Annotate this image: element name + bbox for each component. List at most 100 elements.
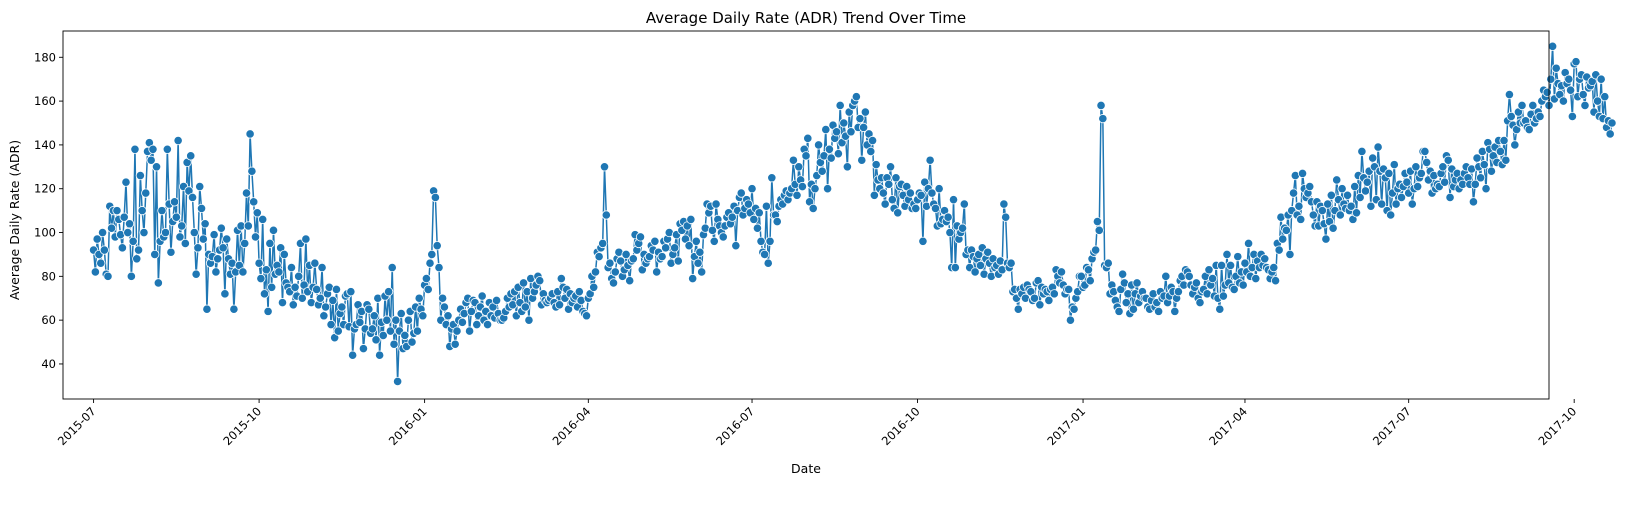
data-point: [686, 214, 696, 224]
data-point: [884, 179, 894, 189]
data-point: [317, 262, 327, 273]
data-point: [348, 350, 358, 360]
data-point: [887, 195, 897, 205]
data-point: [1056, 267, 1067, 277]
data-point: [1567, 111, 1577, 122]
data-point: [1305, 181, 1315, 192]
data-point: [1118, 269, 1128, 279]
data-point: [180, 238, 190, 249]
data-point: [813, 140, 824, 150]
data-point: [1592, 96, 1603, 106]
data-point: [1092, 216, 1103, 227]
data-point: [1551, 63, 1561, 73]
data-point: [268, 225, 279, 235]
data-point: [1029, 293, 1040, 303]
data-point: [831, 127, 842, 137]
data-point: [760, 249, 770, 260]
data-point: [153, 278, 163, 288]
data-point: [1191, 278, 1201, 288]
data-point: [1132, 278, 1142, 288]
data-point: [1438, 162, 1448, 172]
y-tick-label: 120: [34, 182, 56, 196]
y-tick-label: 160: [34, 94, 56, 108]
data-point: [133, 245, 144, 255]
data-point: [608, 278, 619, 288]
data-point: [1337, 184, 1347, 194]
data-point: [312, 284, 322, 295]
data-point: [950, 262, 960, 273]
data-point: [1269, 262, 1279, 273]
data-point: [1270, 276, 1281, 286]
data-point: [139, 227, 149, 238]
x-tick-label: 2015-10: [220, 404, 264, 448]
data-point: [240, 238, 250, 249]
data-point: [378, 330, 388, 341]
data-point: [437, 293, 448, 303]
data-point: [384, 287, 394, 297]
data-point: [1103, 258, 1113, 268]
data-point: [1495, 146, 1506, 157]
data-point: [1499, 135, 1509, 146]
data-point: [801, 151, 811, 161]
data-point: [457, 317, 467, 327]
data-point: [661, 243, 671, 253]
data-point: [1506, 111, 1516, 122]
data-point: [822, 184, 833, 194]
data-point: [599, 162, 610, 172]
data-point: [141, 188, 151, 198]
data-point: [673, 256, 683, 266]
data-point: [761, 201, 772, 211]
data-point: [119, 212, 129, 222]
data-point: [1524, 124, 1534, 135]
data-point: [385, 326, 396, 336]
data-point: [743, 199, 754, 209]
data-point: [1285, 249, 1295, 260]
data-point: [315, 293, 325, 303]
data-point: [1362, 177, 1372, 187]
data-point: [957, 223, 968, 233]
x-axis-label: Date: [791, 461, 821, 476]
data-point: [301, 234, 311, 244]
data-point: [1377, 199, 1387, 209]
data-point: [148, 144, 158, 154]
data-point: [905, 188, 915, 198]
data-point: [130, 144, 140, 154]
data-point: [319, 311, 329, 321]
data-point: [213, 254, 223, 264]
data-point: [92, 234, 102, 244]
data-point: [943, 212, 953, 222]
data-point: [173, 135, 183, 146]
data-point: [871, 160, 881, 170]
data-point: [794, 162, 804, 172]
data-point: [1296, 214, 1306, 224]
y-tick-label: 40: [41, 357, 56, 371]
data-point: [267, 282, 277, 292]
data-series: [88, 41, 1617, 387]
data-point: [1251, 273, 1261, 284]
data-point: [96, 258, 106, 268]
data-point: [605, 258, 615, 268]
data-point: [396, 308, 406, 319]
data-point: [124, 219, 135, 229]
data-point: [893, 208, 903, 218]
data-point: [842, 162, 852, 172]
data-point: [1204, 265, 1214, 275]
data-point: [925, 155, 935, 165]
data-point: [196, 203, 207, 214]
data-point: [524, 315, 534, 325]
data-point: [1384, 168, 1394, 178]
data-point: [387, 262, 397, 273]
data-point: [99, 245, 109, 255]
data-point: [112, 206, 122, 216]
data-point: [177, 221, 187, 231]
data-point: [414, 293, 424, 303]
data-point: [1238, 280, 1248, 290]
data-point: [1243, 238, 1254, 249]
data-point: [1216, 260, 1227, 270]
x-tick-label: 2016-01: [386, 404, 430, 448]
data-point: [1470, 179, 1480, 189]
data-point: [556, 273, 566, 284]
data-point: [693, 258, 703, 268]
data-point: [911, 203, 921, 214]
